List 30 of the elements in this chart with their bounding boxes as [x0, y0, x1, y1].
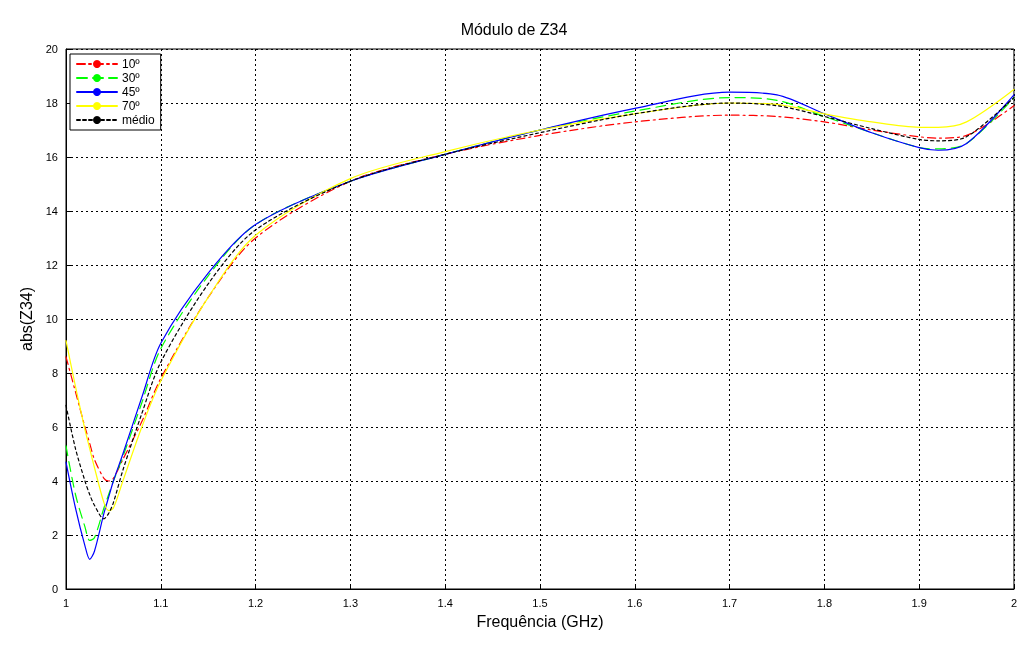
- chart-title: Módulo de Z34: [460, 20, 568, 38]
- x-tick-label: 1.2: [247, 596, 264, 609]
- y-tick-label: 16: [45, 151, 58, 163]
- y-axis-title: abs(Z34): [17, 286, 35, 352]
- legend-label: 30º: [122, 71, 141, 85]
- x-tick-label: 1.1: [153, 596, 169, 609]
- x-tick-label: 1.6: [627, 596, 643, 609]
- y-tick-label: 18: [45, 97, 58, 109]
- legend-label: 45º: [122, 85, 141, 99]
- y-tick-label: 0: [51, 583, 58, 595]
- x-tick-label: 1: [62, 596, 70, 609]
- x-tick-label: 1.4: [437, 596, 453, 609]
- x-tick-label: 1.5: [532, 596, 548, 609]
- y-tick-label: 12: [45, 259, 58, 271]
- legend-label: 70º: [122, 99, 141, 113]
- y-tick-label: 2: [51, 529, 58, 541]
- legend-label: médio: [122, 113, 156, 127]
- x-axis-title: Frequência (GHz): [476, 612, 604, 630]
- x-tick-label: 2: [1010, 596, 1017, 609]
- x-tick-label: 1.8: [816, 596, 832, 609]
- y-tick-label: 8: [51, 367, 58, 379]
- y-tick-label: 10: [45, 313, 58, 325]
- y-tick-label: 20: [45, 43, 58, 55]
- legend-label: 10º: [122, 57, 141, 71]
- x-tick-label: 1.7: [721, 596, 738, 609]
- x-tick-label: 1.9: [911, 596, 927, 609]
- x-tick-label: 1.3: [342, 596, 359, 609]
- y-tick-label: 14: [45, 205, 58, 217]
- y-tick-label: 6: [51, 421, 58, 433]
- y-tick-label: 4: [51, 475, 58, 487]
